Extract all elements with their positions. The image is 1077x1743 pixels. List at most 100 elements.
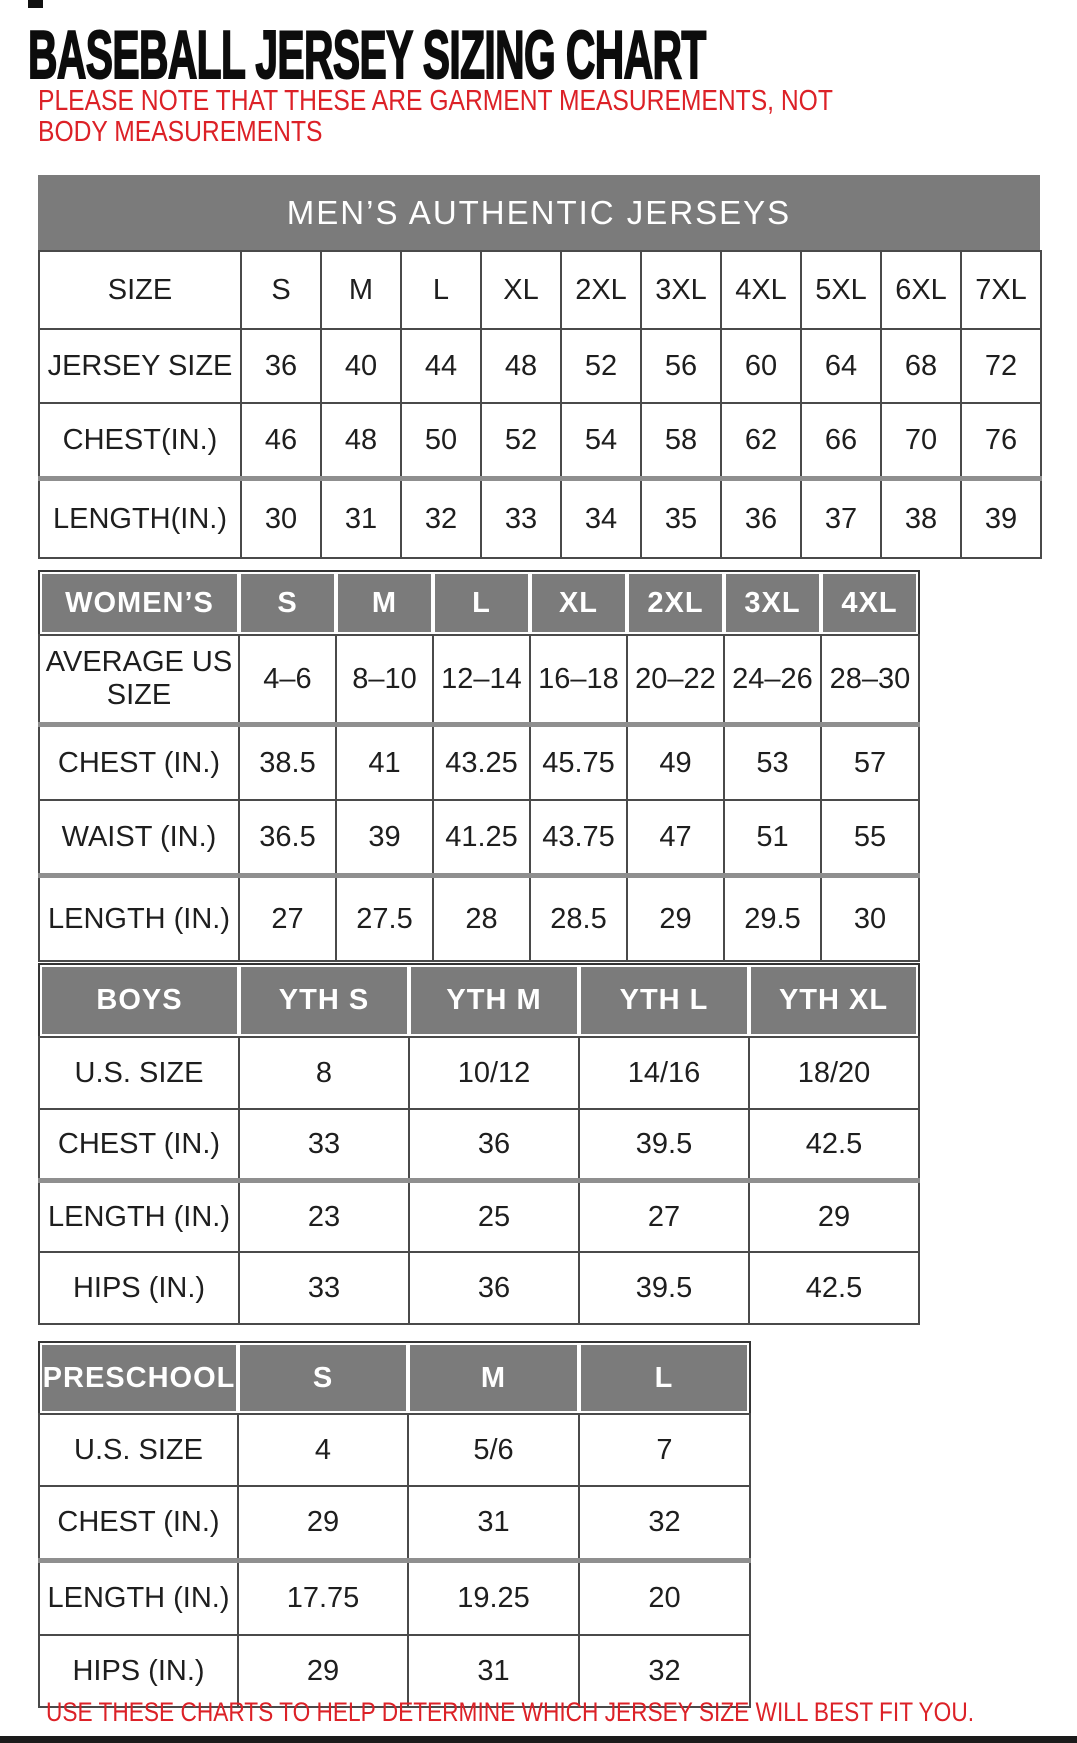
table-corner-label: PRESCHOOL bbox=[42, 1345, 236, 1411]
value-cell: 33 bbox=[238, 1251, 410, 1325]
table-corner-cell: SIZE bbox=[38, 250, 242, 330]
footer-note: USE THESE CHARTS TO HELP DETERMINE WHICH… bbox=[46, 1697, 1077, 1728]
column-header-cell: XL bbox=[530, 571, 627, 635]
mens-authentic-jerseys-banner: MEN’S AUTHENTIC JERSEYS bbox=[38, 175, 1040, 250]
table-row: LENGTH (IN.) 27 27.5 28 28.5 29 29.5 30 bbox=[38, 873, 920, 962]
column-header: XL bbox=[532, 574, 625, 632]
table-row: CHEST (IN.) 29 31 32 bbox=[38, 1485, 751, 1562]
value-cell: 39.5 bbox=[578, 1108, 750, 1182]
header-row: SIZE S M L XL 2XL 3XL 4XL 5XL 6XL 7XL bbox=[38, 250, 1042, 330]
top-left-mark bbox=[28, 0, 43, 8]
value-cell: 27.5 bbox=[335, 873, 434, 962]
column-header-cell: YTH M bbox=[409, 964, 579, 1037]
value-cell: 4 bbox=[237, 1413, 409, 1487]
value-cell: 52 bbox=[560, 328, 642, 404]
value-cell: 14/16 bbox=[578, 1036, 750, 1110]
value-cell: 35 bbox=[640, 476, 722, 559]
value-cell: 60 bbox=[720, 328, 802, 404]
column-header: 4XL bbox=[823, 574, 916, 632]
value-cell: 64 bbox=[800, 328, 882, 404]
womens-table-grid: WOMEN’S S M L XL 2XL 3XL 4XL AVERAGE US SIZE 4–6 8… bbox=[38, 570, 920, 962]
column-header-cell: M bbox=[336, 571, 433, 635]
table-corner-cell: PRESCHOOL bbox=[39, 1342, 238, 1414]
column-header: 2XL bbox=[629, 574, 722, 632]
row-label: CHEST(IN.) bbox=[38, 402, 242, 480]
value-cell: 12–14 bbox=[432, 634, 531, 726]
preschool-table-grid: PRESCHOOL S M L U.S. SIZE 4 5/6 7 CHEST (IN.) 29 3… bbox=[38, 1341, 751, 1708]
value-cell: 56 bbox=[640, 328, 722, 404]
garment-measurements-note: PLEASE NOTE THAT THESE ARE GARMENT MEASU… bbox=[38, 86, 1040, 148]
table-row: U.S. SIZE 8 10/12 14/16 18/20 bbox=[38, 1036, 920, 1110]
column-header-cell: 3XL bbox=[724, 571, 821, 635]
value-cell: 47 bbox=[626, 799, 725, 877]
page-title-text: BASEBALL JERSEY SIZING CHART bbox=[27, 16, 706, 94]
column-header-cell: M bbox=[408, 1342, 579, 1414]
row-label: U.S. SIZE bbox=[38, 1413, 239, 1487]
value-cell: 46 bbox=[240, 402, 322, 480]
column-header-cell: 4XL bbox=[821, 571, 919, 635]
footer-note-text: USE THESE CHARTS TO HELP DETERMINE WHICH… bbox=[46, 1697, 975, 1727]
value-cell: 36.5 bbox=[238, 799, 337, 877]
column-header-cell: S bbox=[239, 571, 336, 635]
value-cell: 32 bbox=[578, 1485, 751, 1562]
column-header-cell: 7XL bbox=[960, 250, 1042, 330]
value-cell: 30 bbox=[240, 476, 322, 559]
boys-table-grid: BOYS YTH S YTH M YTH L YTH XL U.S. SIZE 8 10/12… bbox=[38, 963, 920, 1325]
column-header-cell: 2XL bbox=[627, 571, 724, 635]
header-row: WOMEN’S S M L XL 2XL 3XL 4XL bbox=[39, 571, 919, 635]
column-header: M bbox=[410, 1345, 577, 1411]
table-row: HIPS (IN.) 33 36 39.5 42.5 bbox=[38, 1251, 920, 1325]
value-cell: 62 bbox=[720, 402, 802, 480]
row-label: LENGTH (IN.) bbox=[38, 1178, 240, 1253]
table-row: LENGTH (IN.) 23 25 27 29 bbox=[38, 1178, 920, 1253]
row-label: CHEST (IN.) bbox=[38, 1108, 240, 1182]
value-cell: 39 bbox=[335, 799, 434, 877]
value-cell: 49 bbox=[626, 722, 725, 801]
header-row: BOYS YTH S YTH M YTH L YTH XL bbox=[39, 964, 919, 1037]
value-cell: 70 bbox=[880, 402, 962, 480]
value-cell: 24–26 bbox=[723, 634, 822, 726]
column-header: YTH XL bbox=[751, 967, 916, 1034]
column-header: YTH M bbox=[411, 967, 577, 1034]
table-row: WAIST (IN.) 36.5 39 41.25 43.75 47 51 55 bbox=[38, 799, 920, 877]
table-row: JERSEY SIZE 36 40 44 48 52 56 60 64 68 72 bbox=[38, 328, 1042, 404]
row-label: HIPS (IN.) bbox=[38, 1634, 239, 1708]
value-cell: 51 bbox=[723, 799, 822, 877]
row-label: CHEST (IN.) bbox=[38, 1485, 239, 1562]
table-row: U.S. SIZE 4 5/6 7 bbox=[38, 1413, 751, 1487]
bottom-strip bbox=[0, 1736, 1077, 1743]
value-cell: 33 bbox=[238, 1108, 410, 1182]
value-cell: 45.75 bbox=[529, 722, 628, 801]
value-cell: 28 bbox=[432, 873, 531, 962]
table-row: AVERAGE US SIZE 4–6 8–10 12–14 16–18 20–22 24–… bbox=[38, 634, 920, 726]
value-cell: 36 bbox=[408, 1108, 580, 1182]
column-header-cell: M bbox=[320, 250, 402, 330]
value-cell: 32 bbox=[400, 476, 482, 559]
header-row: PRESCHOOL S M L bbox=[39, 1342, 750, 1414]
value-cell: 72 bbox=[960, 328, 1042, 404]
value-cell: 28.5 bbox=[529, 873, 628, 962]
value-cell: 8–10 bbox=[335, 634, 434, 726]
row-label: WAIST (IN.) bbox=[38, 799, 240, 877]
table-row: CHEST (IN.) 38.5 41 43.25 45.75 49 53 57 bbox=[38, 722, 920, 801]
value-cell: 8 bbox=[238, 1036, 410, 1110]
column-header-cell: L bbox=[579, 1342, 750, 1414]
row-label: HIPS (IN.) bbox=[38, 1251, 240, 1325]
value-cell: 52 bbox=[480, 402, 562, 480]
column-header-cell: 2XL bbox=[560, 250, 642, 330]
row-label: LENGTH (IN.) bbox=[38, 1558, 239, 1636]
value-cell: 23 bbox=[238, 1178, 410, 1253]
value-cell: 43.25 bbox=[432, 722, 531, 801]
value-cell: 20–22 bbox=[626, 634, 725, 726]
column-header: 3XL bbox=[726, 574, 819, 632]
value-cell: 40 bbox=[320, 328, 402, 404]
column-header: L bbox=[435, 574, 528, 632]
value-cell: 36 bbox=[720, 476, 802, 559]
preschool-size-table: PRESCHOOL S M L U.S. SIZE 4 5/6 7 CHEST (IN.) 29 3… bbox=[38, 1341, 751, 1708]
value-cell: 39.5 bbox=[578, 1251, 750, 1325]
value-cell: 18/20 bbox=[748, 1036, 920, 1110]
table-corner-cell: WOMEN’S bbox=[39, 571, 239, 635]
value-cell: 25 bbox=[408, 1178, 580, 1253]
value-cell: 31 bbox=[320, 476, 402, 559]
